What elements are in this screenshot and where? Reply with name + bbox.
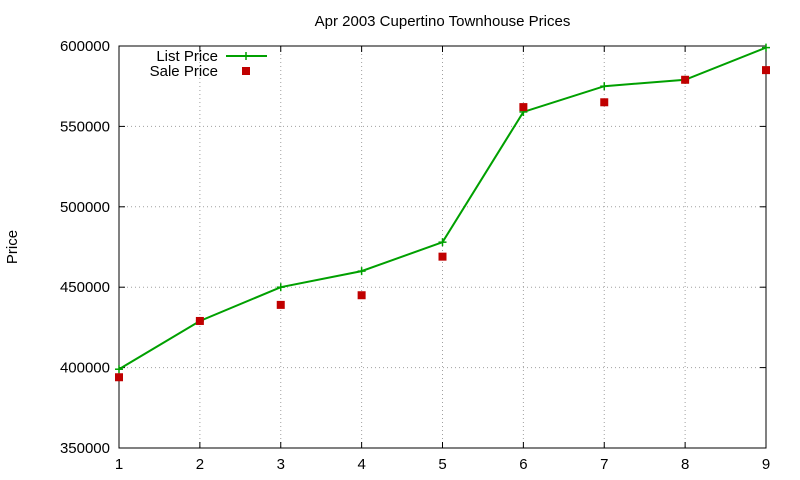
data-point xyxy=(115,373,123,382)
x-tick-label: 7 xyxy=(600,456,608,473)
data-point xyxy=(357,267,366,276)
x-tick-label: 4 xyxy=(357,456,365,473)
legend-label: Sale Price xyxy=(150,63,218,80)
legend-entry: List Price xyxy=(156,48,267,65)
y-tick-label: 400000 xyxy=(60,360,110,377)
x-tick-label: 3 xyxy=(277,456,285,473)
data-point xyxy=(357,291,366,300)
data-point xyxy=(276,300,285,309)
legend-marker xyxy=(242,67,250,75)
y-axis-label: Price xyxy=(4,230,21,264)
y-tick-label: 500000 xyxy=(60,199,110,216)
x-tick-label: 2 xyxy=(196,456,204,473)
data-point xyxy=(600,82,609,91)
grid xyxy=(119,46,766,448)
y-tick-label: 600000 xyxy=(60,38,110,55)
legend-label: List Price xyxy=(156,48,218,65)
data-point xyxy=(600,98,609,107)
data-point xyxy=(762,66,770,75)
x-tick-label: 8 xyxy=(681,456,689,473)
x-tick-label: 6 xyxy=(519,456,527,473)
x-tick-label: 9 xyxy=(762,456,770,473)
x-tick-label: 5 xyxy=(438,456,446,473)
data-point xyxy=(195,316,204,325)
data-point xyxy=(276,283,285,292)
legend-marker xyxy=(242,52,250,60)
legend-entry: Sale Price xyxy=(150,63,250,80)
series-list-price xyxy=(115,43,770,374)
data-point xyxy=(519,103,528,112)
y-tick-label: 450000 xyxy=(60,279,110,296)
y-tick-label: 550000 xyxy=(60,118,110,135)
data-point xyxy=(762,43,770,52)
y-axis: 350000 400000 450000 500000 550000 600000 xyxy=(60,38,766,457)
data-point xyxy=(438,252,447,261)
data-point xyxy=(115,365,123,374)
series xyxy=(115,43,770,382)
x-tick-label: 1 xyxy=(115,456,123,473)
y-tick-label: 350000 xyxy=(60,440,110,457)
data-point xyxy=(438,238,447,247)
series-line xyxy=(118,46,767,371)
series-sale-price xyxy=(115,66,770,382)
data-point xyxy=(681,75,690,84)
chart-title: Apr 2003 Cupertino Townhouse Prices xyxy=(315,13,571,30)
x-axis: 1 2 3 4 5 6 7 8 9 xyxy=(115,46,770,473)
